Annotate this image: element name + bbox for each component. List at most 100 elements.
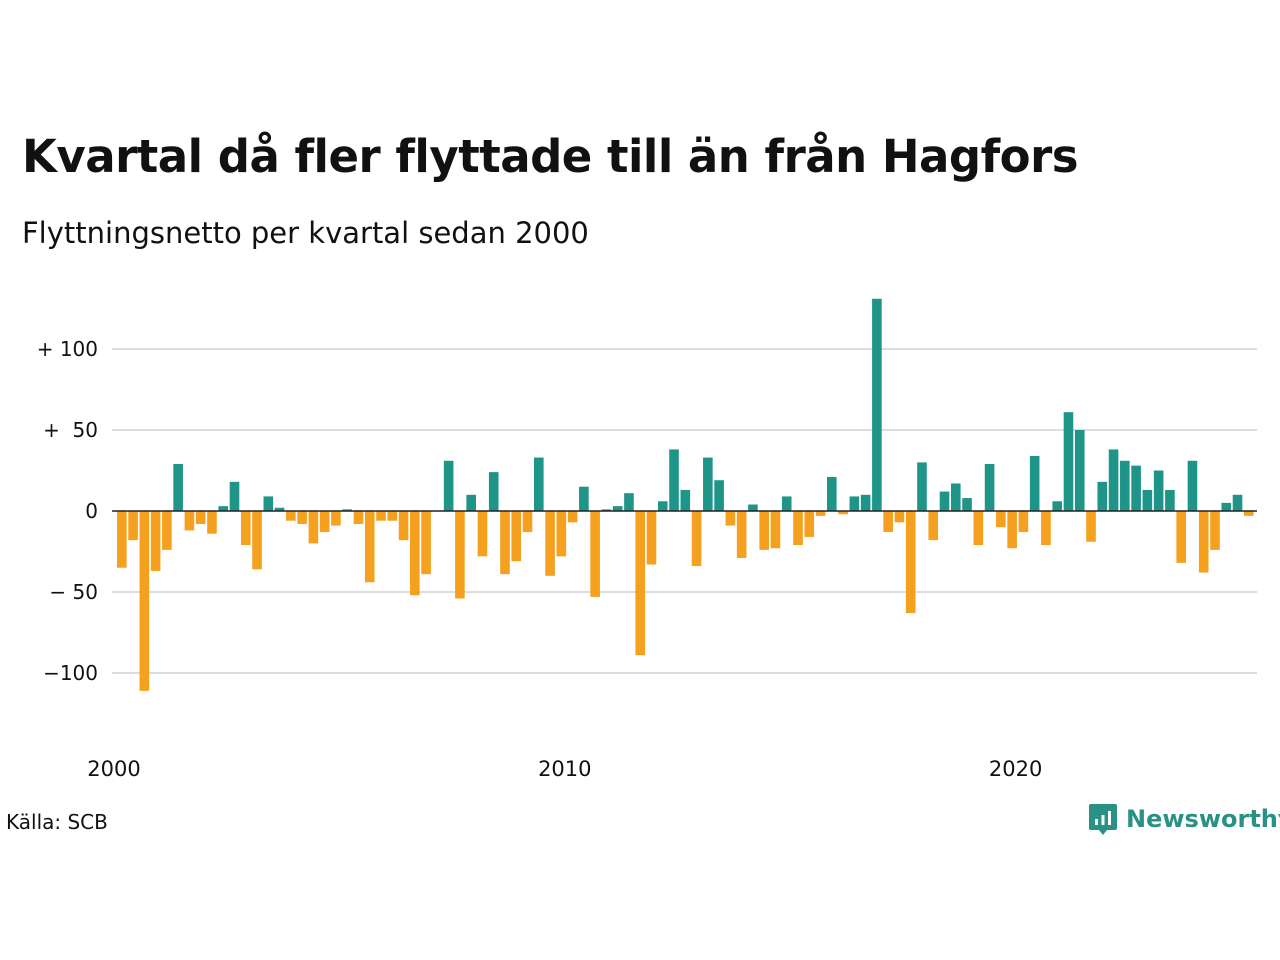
bar: [488, 472, 499, 511]
bar: [387, 511, 398, 521]
bar: [590, 511, 600, 597]
bar: [804, 511, 815, 537]
bar: [793, 511, 803, 546]
bar: [838, 511, 848, 515]
y-tick-label: 0: [85, 499, 98, 523]
bar: [207, 511, 217, 534]
bar: [950, 483, 961, 511]
bar: [1018, 511, 1029, 533]
bar: [781, 496, 792, 511]
bar: [421, 511, 431, 575]
chart-title: Kvartal då fler flyttade till än från Ha…: [22, 130, 1079, 183]
bar: [883, 511, 893, 533]
bar: [1198, 511, 1209, 573]
bar: [872, 298, 882, 511]
bar: [1153, 470, 1164, 511]
bar: [759, 511, 769, 550]
bar: [308, 511, 319, 544]
bar: [274, 507, 285, 511]
bar: [364, 511, 375, 583]
bar: [443, 460, 454, 511]
brand-name: Newsworthy: [1126, 805, 1280, 833]
bar: [117, 511, 127, 568]
bar: [342, 509, 352, 511]
bar: [1210, 511, 1220, 550]
chart-area: + 100 + 50 0 − 50 −100 2000 2010 2020: [0, 280, 1280, 800]
bar: [1007, 511, 1017, 549]
bar: [849, 496, 860, 511]
bar-chart: + 100 + 50 0 − 50 −100 2000 2010 2020: [37, 298, 1257, 781]
bar: [1074, 430, 1085, 511]
bar: [150, 511, 161, 571]
bar: [725, 511, 736, 526]
bar: [218, 506, 229, 511]
bar: [297, 511, 307, 524]
bar: [162, 511, 172, 550]
newsworthy-logo-icon: [1089, 804, 1117, 835]
bar: [962, 498, 972, 511]
x-tick-label: 2020: [989, 757, 1042, 781]
bar: [984, 464, 995, 511]
bar: [691, 511, 702, 567]
bar: [1187, 460, 1198, 511]
bar: [1052, 501, 1063, 511]
bar: [1176, 511, 1186, 563]
bar: [398, 511, 409, 541]
bar: [1221, 502, 1232, 511]
bar: [331, 511, 341, 526]
bar: [319, 511, 330, 533]
bar: [815, 511, 826, 516]
bar: [894, 511, 905, 523]
bar: [353, 511, 364, 524]
source-note: Källa: SCB: [6, 810, 108, 834]
bar: [669, 449, 679, 511]
bar: [556, 511, 567, 557]
bar: [184, 511, 195, 531]
bar: [128, 511, 138, 541]
bar: [1097, 481, 1108, 511]
bar: [680, 489, 691, 511]
x-tick-label: 2010: [538, 757, 591, 781]
bar: [736, 511, 747, 558]
bar: [522, 511, 533, 533]
bar: [195, 511, 206, 524]
bar: [905, 511, 916, 614]
bar: [1108, 449, 1119, 511]
bar: [1142, 489, 1153, 511]
bar: [714, 480, 724, 511]
bar: [1041, 511, 1051, 546]
bar: [1063, 412, 1074, 511]
bar: [635, 511, 646, 656]
bar: [996, 511, 1006, 528]
bar: [1120, 460, 1130, 511]
bar: [1029, 455, 1040, 511]
bar: [612, 506, 623, 511]
bar: [579, 486, 589, 511]
chart-subtitle: Flyttningsnetto per kvartal sedan 2000: [22, 216, 589, 250]
y-tick-label: − 50: [49, 580, 98, 604]
bar: [1086, 511, 1096, 542]
x-tick-label: 2000: [87, 757, 140, 781]
bar: [139, 511, 150, 691]
bar: [229, 481, 240, 511]
bar: [928, 511, 939, 541]
bar: [827, 476, 837, 511]
y-tick-label: −100: [43, 661, 98, 685]
bar: [748, 504, 758, 511]
bar: [252, 511, 262, 570]
bar: [511, 511, 522, 562]
bar: [939, 491, 950, 511]
bar: [1131, 465, 1141, 511]
bar: [917, 462, 927, 511]
bar: [703, 457, 713, 511]
bar: [410, 511, 420, 596]
bar: [601, 509, 612, 511]
bar: [657, 501, 668, 511]
bar: [286, 511, 296, 521]
bar: [477, 511, 488, 557]
bar: [263, 496, 274, 511]
bar: [240, 511, 251, 546]
bar: [973, 511, 984, 546]
bar: [533, 457, 544, 511]
bar: [567, 511, 578, 523]
